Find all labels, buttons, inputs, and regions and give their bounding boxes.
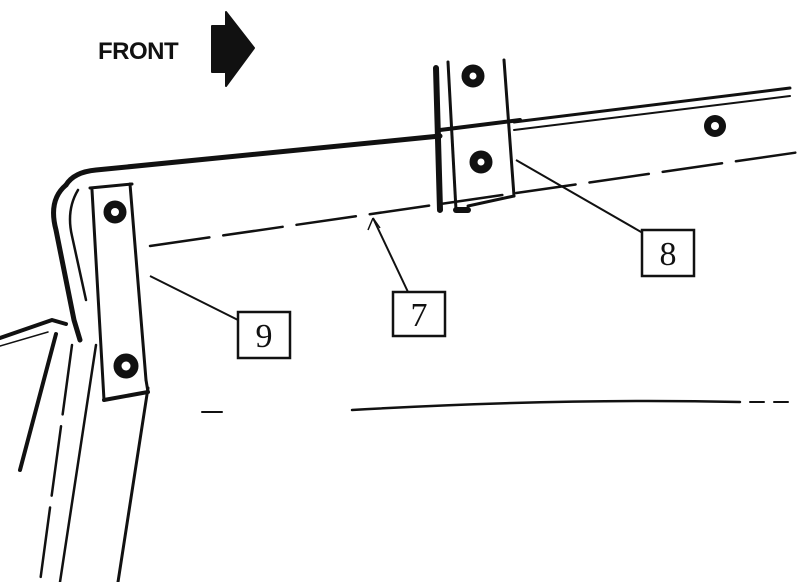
bracket-part-9 [88, 182, 150, 402]
callout-label-8: 8 [660, 236, 677, 273]
callout-9: 9 [236, 310, 292, 360]
callout-label-7: 7 [411, 297, 428, 334]
leader-line-7 [372, 217, 409, 293]
right-arrow-icon [211, 11, 255, 87]
front-label: FRONT [98, 38, 179, 65]
front-indicator: FRONT [98, 11, 255, 87]
leader-line-8 [515, 159, 649, 237]
bolt-far-right [704, 115, 726, 137]
leader-lines [149, 159, 649, 321]
frame-tube [0, 86, 800, 584]
callout-8: 8 [640, 228, 696, 278]
leader-line-9 [149, 275, 239, 321]
callout-label-9: 9 [256, 318, 273, 355]
bracket-part-8 [433, 58, 522, 213]
callout-7: 7 [391, 290, 447, 338]
